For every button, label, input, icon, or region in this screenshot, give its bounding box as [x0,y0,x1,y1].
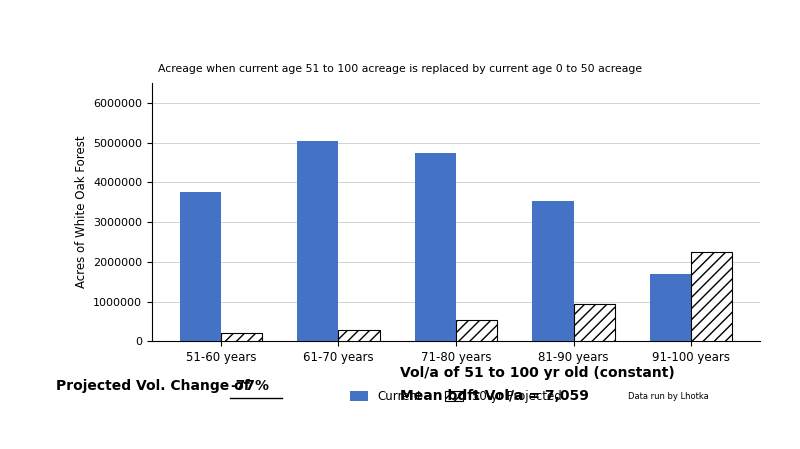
Text: -77%: -77% [230,379,270,393]
Bar [650,274,691,341]
Text: Mean bdft Vol/a = 7,059: Mean bdft Vol/a = 7,059 [400,389,589,403]
Bar [415,153,456,341]
Bar [298,141,338,341]
Text: Potential 50-yr Demographic Change Age Classes 51 to 100 years: Potential 50-yr Demographic Change Age C… [10,22,783,43]
Y-axis label: Acres of White Oak Forest: Acres of White Oak Forest [74,136,87,288]
Legend: Current, 50-yr Projected: Current, 50-yr Projected [345,385,567,408]
Text: J. Stringer, Univ. of KY, Forestry and Natural Resources: J. Stringer, Univ. of KY, Forestry and N… [539,431,784,440]
Text: Acreage when current age 51 to 100 acreage is replaced by current age 0 to 50 ac: Acreage when current age 51 to 100 acrea… [158,64,642,74]
Text: Data run by Lhotka: Data run by Lhotka [628,392,709,401]
Bar [221,333,262,341]
Bar [180,192,221,341]
Bar [338,330,379,341]
Bar [574,304,614,341]
Bar [691,252,732,341]
Bar [533,201,574,341]
Text: Vol/a of 51 to 100 yr old (constant): Vol/a of 51 to 100 yr old (constant) [400,365,674,380]
Bar [456,320,497,341]
Text: Projected Vol. Change of: Projected Vol. Change of [56,379,254,393]
